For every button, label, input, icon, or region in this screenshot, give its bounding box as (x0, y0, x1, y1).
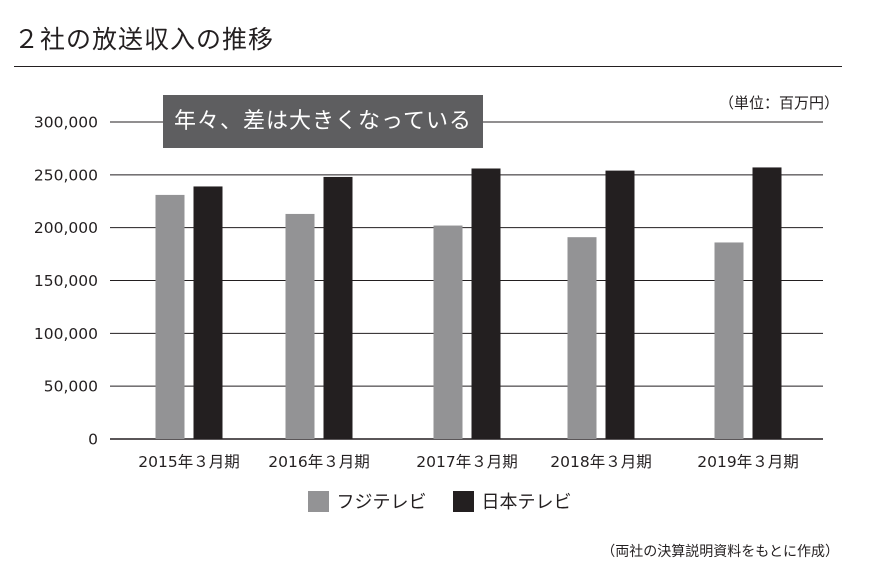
bar-fuji (155, 194, 185, 439)
bar-ntv (193, 186, 223, 439)
y-tick-label: 0 (88, 431, 98, 449)
legend-item-fuji: フジテレビ (307, 488, 427, 514)
unit-label: （単位：百万円） (718, 94, 839, 112)
legend-label-ntv: 日本テレビ (481, 492, 572, 513)
y-tick-label: 150,000 (34, 272, 98, 290)
bar-ntv (605, 170, 635, 439)
bar-ntv (752, 167, 782, 440)
x-tick-label: 2018年３月期 (550, 453, 651, 471)
x-tick-label: 2017年３月期 (416, 453, 517, 471)
bar-chart: 0 50,000 100,000 150,000 200,000 250,000 300,0… (34, 114, 823, 471)
x-tick-label: 2016年３月期 (268, 453, 369, 471)
x-axis-tick-labels: 2015年３月期 2016年３月期 2017年３月期 2018年３月期 2019年３月期 (138, 453, 798, 471)
page-title: ２社の放送収入の推移 (14, 25, 275, 54)
y-tick-label: 100,000 (34, 325, 98, 343)
y-tick-label: 50,000 (44, 378, 98, 396)
bar-ntv (323, 176, 353, 440)
annotation-box: 年々、差は大きくなっている (163, 95, 483, 148)
title-divider (14, 66, 842, 67)
x-tick-label: 2015年３月期 (138, 453, 239, 471)
bar-fuji (714, 242, 744, 439)
y-tick-label: 250,000 (34, 166, 98, 184)
legend: フジテレビ 日本テレビ (0, 488, 879, 514)
legend-swatch-ntv (452, 490, 474, 512)
x-tick-label: 2019年３月期 (697, 453, 798, 471)
legend-swatch-fuji (307, 490, 329, 512)
bars (155, 167, 782, 440)
bar-fuji (285, 213, 315, 439)
bar-fuji (433, 225, 463, 439)
source-note: （両社の決算説明資料をもとに作成） (601, 544, 839, 560)
legend-item-ntv: 日本テレビ (452, 488, 572, 514)
legend-label-fuji: フジテレビ (336, 492, 427, 513)
y-tick-label: 200,000 (34, 219, 98, 237)
bar-ntv (471, 168, 501, 439)
bar-fuji (567, 237, 597, 439)
y-axis-tick-labels: 0 50,000 100,000 150,000 200,000 250,000 300,0… (34, 114, 98, 449)
y-tick-label: 300,000 (34, 114, 98, 132)
